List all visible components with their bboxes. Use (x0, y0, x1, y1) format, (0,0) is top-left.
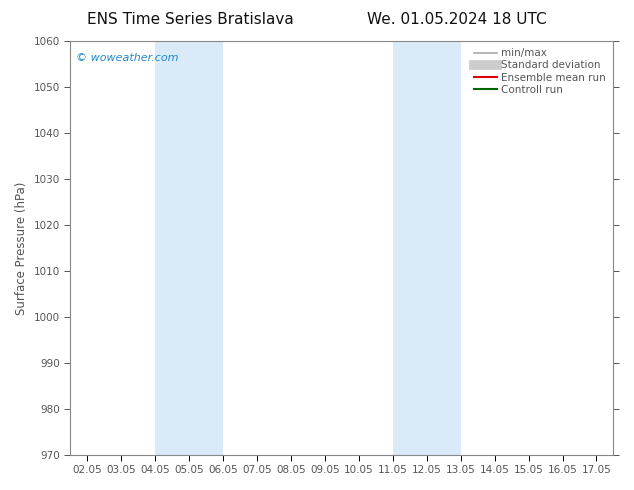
Legend: min/max, Standard deviation, Ensemble mean run, Controll run: min/max, Standard deviation, Ensemble me… (472, 46, 608, 97)
Text: ENS Time Series Bratislava: ENS Time Series Bratislava (87, 12, 294, 27)
Text: We. 01.05.2024 18 UTC: We. 01.05.2024 18 UTC (366, 12, 547, 27)
Bar (392, 41, 461, 455)
Bar (155, 41, 223, 455)
Text: © woweather.com: © woweather.com (75, 53, 178, 64)
Y-axis label: Surface Pressure (hPa): Surface Pressure (hPa) (15, 181, 28, 315)
